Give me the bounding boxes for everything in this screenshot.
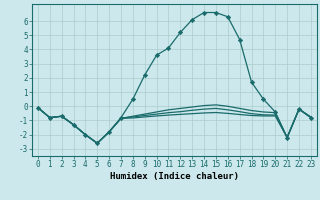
X-axis label: Humidex (Indice chaleur): Humidex (Indice chaleur): [110, 172, 239, 181]
